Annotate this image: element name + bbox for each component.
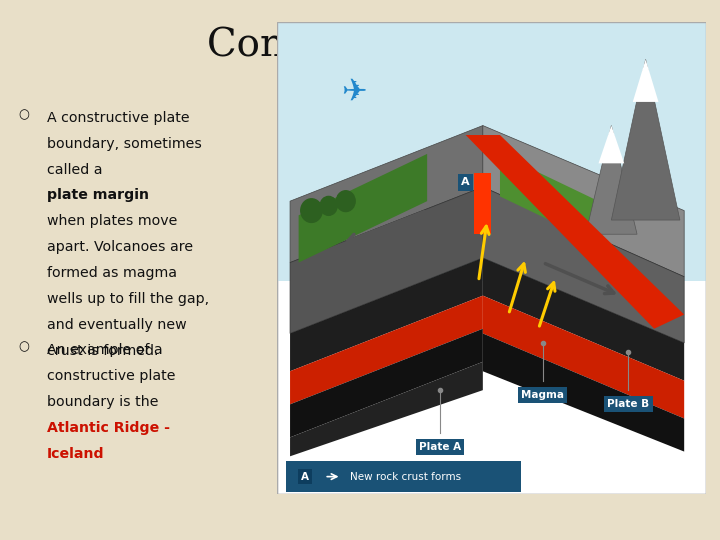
- Polygon shape: [500, 154, 598, 244]
- Polygon shape: [290, 187, 483, 333]
- Text: Atlantic Ridge -: Atlantic Ridge -: [47, 421, 170, 435]
- Text: apart. Volcanoes are: apart. Volcanoes are: [47, 240, 193, 254]
- Bar: [277, 22, 706, 281]
- Polygon shape: [290, 125, 483, 262]
- Circle shape: [320, 197, 337, 215]
- Text: A: A: [301, 471, 309, 482]
- Text: , occurs: , occurs: [558, 188, 613, 202]
- Polygon shape: [483, 333, 684, 451]
- Polygon shape: [466, 135, 684, 329]
- Text: ○: ○: [18, 340, 30, 353]
- Polygon shape: [290, 295, 483, 404]
- Text: ○: ○: [18, 108, 30, 121]
- Polygon shape: [290, 329, 483, 437]
- Text: boundary is the: boundary is the: [47, 395, 163, 409]
- Polygon shape: [483, 258, 684, 381]
- Text: formed as magma: formed as magma: [47, 266, 177, 280]
- Circle shape: [301, 199, 322, 222]
- Bar: [286, 461, 521, 492]
- Text: called a: called a: [47, 163, 107, 177]
- Polygon shape: [290, 362, 483, 456]
- Polygon shape: [611, 59, 680, 220]
- Text: ✈: ✈: [341, 78, 367, 107]
- Polygon shape: [483, 125, 684, 276]
- Text: and eventually new: and eventually new: [47, 318, 186, 332]
- Text: Iceland: Iceland: [47, 447, 104, 461]
- Polygon shape: [585, 125, 637, 234]
- Circle shape: [336, 191, 355, 212]
- Text: Plate B: Plate B: [608, 399, 649, 409]
- Polygon shape: [483, 295, 684, 418]
- Text: An example of a: An example of a: [47, 343, 163, 357]
- Text: wells up to fill the gap,: wells up to fill the gap,: [47, 292, 209, 306]
- Text: plate margin: plate margin: [47, 188, 149, 202]
- Text: divergent: divergent: [430, 163, 508, 177]
- Text: when plates move: when plates move: [47, 214, 177, 228]
- Polygon shape: [633, 59, 659, 102]
- Polygon shape: [598, 125, 624, 163]
- Polygon shape: [483, 187, 684, 343]
- Text: A constructive plate: A constructive plate: [47, 111, 189, 125]
- Text: New rock crust forms: New rock crust forms: [350, 471, 461, 482]
- Text: boundary, sometimes: boundary, sometimes: [47, 137, 202, 151]
- Text: constructive plate: constructive plate: [47, 369, 175, 383]
- Text: Plate A: Plate A: [419, 442, 461, 452]
- Polygon shape: [290, 258, 483, 372]
- Text: Constructive plate: Constructive plate: [207, 27, 570, 64]
- Text: Magma: Magma: [521, 390, 564, 400]
- Text: crust is formed.: crust is formed.: [47, 344, 158, 358]
- Text: A: A: [462, 177, 470, 187]
- Polygon shape: [474, 173, 491, 234]
- Text: boundary: boundary: [295, 76, 482, 113]
- Polygon shape: [299, 154, 427, 262]
